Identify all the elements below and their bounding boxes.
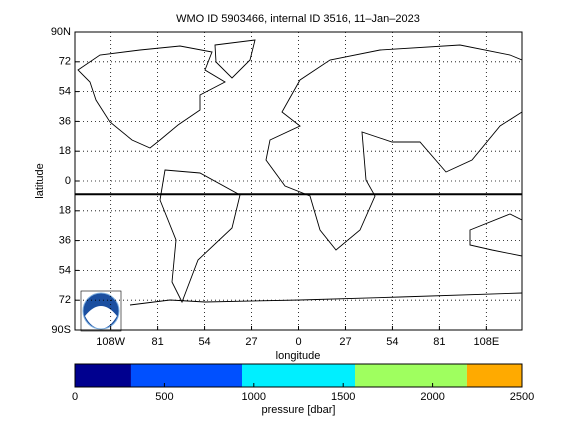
x-axis-label: longitude: [276, 350, 321, 362]
y-tick-label: 90S: [51, 324, 71, 336]
colorbar-label: pressure [dbar]: [262, 404, 336, 416]
colorbar-bin: [241, 364, 356, 387]
colorbar-frame: [74, 363, 523, 388]
x-tick-label: 81: [433, 336, 445, 348]
y-tick-label: 54: [59, 264, 71, 276]
y-tick-label: 90N: [51, 26, 71, 38]
africa-eurasia: [265, 44, 522, 251]
y-tick-label: 36: [59, 235, 71, 247]
greenland: [214, 39, 256, 79]
colorbar-tick-label: 500: [155, 391, 173, 403]
x-tick-label: 27: [245, 336, 257, 348]
x-tick-label: 27: [339, 336, 351, 348]
colorbar-bin: [130, 364, 242, 387]
south-america: [159, 169, 241, 304]
north-america: [77, 45, 226, 149]
y-tick-label: 18: [59, 145, 71, 157]
colorbar-bin: [355, 364, 467, 387]
colorbar-bin: [466, 364, 522, 387]
y-tick-label: 72: [59, 56, 71, 68]
x-tick-label: 108W: [96, 336, 125, 348]
colorbar-tick-label: 2000: [420, 391, 444, 403]
x-tick-label: 54: [198, 336, 210, 348]
x-tick-label: 0: [295, 336, 301, 348]
colorbar-tick-label: 2500: [510, 391, 534, 403]
x-tick-label: 54: [386, 336, 398, 348]
y-tick-label: 36: [59, 115, 71, 127]
colorbar-bin: [75, 364, 131, 387]
x-tick-label: 81: [151, 336, 163, 348]
y-tick-label: 54: [59, 86, 71, 98]
x-tick-label: 108E: [473, 336, 499, 348]
colorbar-tick-label: 1000: [242, 391, 266, 403]
colorbar-tick-label: 1500: [331, 391, 355, 403]
noaa-logo: [80, 290, 122, 332]
colorbar-tick-label: 0: [72, 391, 78, 403]
y-tick-label: 18: [59, 205, 71, 217]
y-tick-label: 0: [65, 175, 71, 187]
australia: [469, 213, 522, 257]
coastlines: [77, 39, 522, 306]
y-axis-label: latitude: [34, 163, 46, 198]
antarctica: [129, 292, 522, 306]
y-tick-label: 72: [59, 294, 71, 306]
chart-title: WMO ID 5903466, internal ID 3516, 11–Jan…: [176, 13, 420, 25]
